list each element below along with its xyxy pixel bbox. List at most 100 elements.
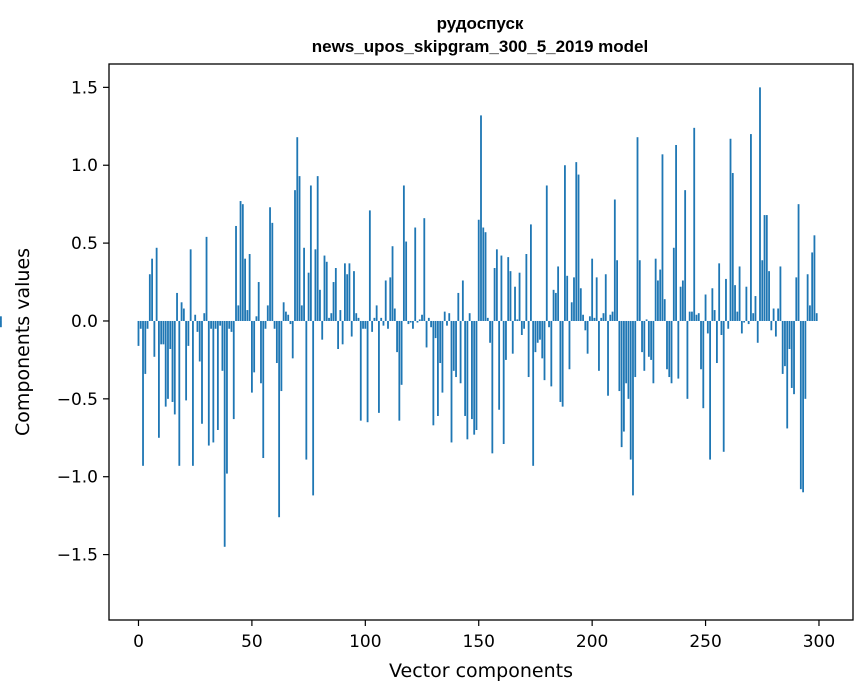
- bar: [793, 320, 795, 395]
- bar: [312, 320, 315, 496]
- bar: [716, 320, 718, 364]
- bar: [700, 320, 702, 370]
- bar: [296, 137, 299, 321]
- bar: [745, 286, 748, 321]
- bar: [591, 258, 594, 321]
- bar: [704, 294, 707, 321]
- bar: [142, 320, 144, 466]
- bar: [709, 320, 711, 460]
- bar: [241, 204, 244, 321]
- bar: [407, 320, 410, 325]
- bar: [561, 320, 564, 407]
- bar: [484, 232, 487, 321]
- bar: [271, 222, 274, 321]
- bar: [652, 320, 655, 384]
- bar: [448, 313, 451, 321]
- bar: [765, 215, 768, 321]
- bar: [588, 316, 591, 321]
- bar: [713, 310, 716, 321]
- bar: [629, 320, 632, 460]
- bar: [634, 320, 637, 378]
- bar: [795, 277, 798, 321]
- bar: [260, 320, 262, 384]
- bar: [600, 317, 603, 321]
- y-tick-label: −0.5: [57, 390, 98, 410]
- bar: [475, 320, 478, 430]
- bar: [171, 320, 174, 402]
- bar: [151, 258, 153, 321]
- x-tick-label: 200: [576, 632, 608, 652]
- bar: [495, 249, 498, 321]
- bar: [309, 185, 312, 321]
- bar: [251, 320, 253, 393]
- bar: [625, 320, 628, 384]
- bar: [636, 137, 639, 321]
- bar: [214, 320, 217, 329]
- bar: [192, 320, 194, 466]
- bar: [178, 320, 181, 466]
- bar: [353, 271, 355, 321]
- bar: [668, 320, 671, 378]
- bar: [305, 320, 308, 460]
- bar: [729, 138, 732, 321]
- bar: [511, 320, 514, 354]
- bar: [409, 320, 412, 323]
- bar: [779, 266, 782, 321]
- bar: [559, 320, 562, 402]
- bar: [731, 173, 734, 321]
- bar: [530, 224, 532, 321]
- bar: [813, 235, 816, 321]
- bar: [158, 320, 160, 438]
- bar: [194, 314, 197, 321]
- bar: [607, 320, 609, 396]
- bar: [423, 218, 426, 321]
- x-tick-label: 100: [349, 632, 381, 652]
- bar: [620, 320, 623, 448]
- bar: [482, 227, 485, 321]
- bar: [348, 263, 351, 321]
- bar: [507, 257, 510, 321]
- bar: [321, 320, 324, 340]
- bar: [167, 320, 169, 399]
- bar: [548, 320, 550, 328]
- bar: [736, 311, 739, 321]
- chart-subtitle: news_upos_skipgram_300_5_2019 model: [312, 37, 648, 56]
- bar: [695, 314, 698, 321]
- bar: [568, 320, 571, 370]
- bar: [536, 320, 539, 343]
- bar: [323, 255, 326, 321]
- bar: [514, 286, 516, 321]
- bar: [366, 320, 369, 423]
- bar: [459, 320, 462, 384]
- bar: [722, 320, 725, 452]
- bar: [650, 320, 653, 360]
- bar: [164, 320, 167, 407]
- bar: [550, 320, 553, 387]
- bar: [593, 317, 596, 321]
- bar: [754, 296, 757, 321]
- bar: [373, 317, 376, 321]
- bar: [584, 320, 587, 331]
- bar: [337, 320, 339, 349]
- bar: [0, 320, 2, 328]
- bar: [212, 320, 215, 443]
- bar: [330, 313, 333, 321]
- bar: [802, 320, 804, 493]
- bar: [763, 215, 766, 321]
- bar: [187, 320, 190, 346]
- bar: [609, 314, 612, 321]
- bar: [255, 316, 258, 321]
- bar: [298, 176, 301, 321]
- bar: [450, 320, 453, 443]
- bar: [173, 320, 176, 415]
- bar: [666, 320, 668, 370]
- bar: [770, 320, 773, 331]
- bar: [815, 313, 818, 321]
- bar: [720, 320, 723, 335]
- bar: [573, 277, 575, 321]
- bar: [784, 320, 786, 367]
- bar: [777, 308, 780, 321]
- bar: [543, 320, 546, 381]
- bar: [781, 320, 784, 374]
- bar: [239, 201, 242, 321]
